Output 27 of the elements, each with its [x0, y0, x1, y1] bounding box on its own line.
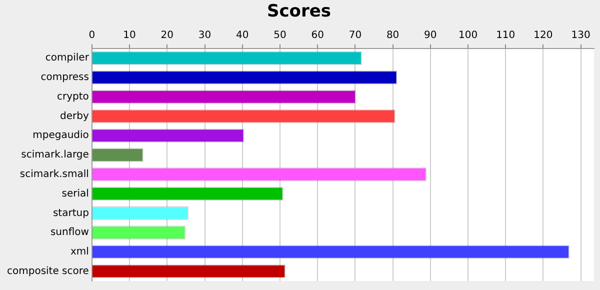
x-tick-label: 20: [160, 30, 174, 41]
x-tick-label: 110: [496, 30, 516, 41]
x-tick-label: 10: [123, 30, 136, 41]
y-tick-label: sunflow: [50, 227, 89, 238]
y-tick-label: compiler: [45, 52, 90, 64]
x-tick-label: 40: [236, 30, 249, 41]
x-tick-label: 130: [571, 30, 590, 41]
y-tick-label: startup: [52, 208, 89, 219]
y-tick-label: mpegaudio: [32, 130, 89, 142]
x-tick-label: 0: [88, 30, 96, 41]
x-tick-label: 30: [198, 30, 212, 41]
y-tick-label: compress: [40, 72, 89, 84]
x-tick-label: 60: [311, 30, 324, 41]
x-tick-label: 90: [424, 30, 437, 41]
y-tick-label: xml: [70, 246, 89, 258]
y-tick-label: serial: [62, 188, 89, 200]
y-tick-label: scimark.small: [20, 168, 89, 180]
y-tick-label: derby: [60, 110, 89, 122]
x-tick-label: 80: [386, 30, 400, 41]
x-tick-label: 50: [274, 30, 286, 41]
x-tick-label: 70: [348, 30, 362, 41]
y-tick-label: composite score: [6, 266, 89, 277]
chart-title: Scores: [266, 2, 332, 22]
y-tick-label: scimark.large: [21, 150, 89, 161]
y-tick-label: crypto: [57, 91, 89, 102]
x-tick-label: 120: [534, 30, 553, 41]
x-tick-label: 100: [458, 30, 478, 41]
